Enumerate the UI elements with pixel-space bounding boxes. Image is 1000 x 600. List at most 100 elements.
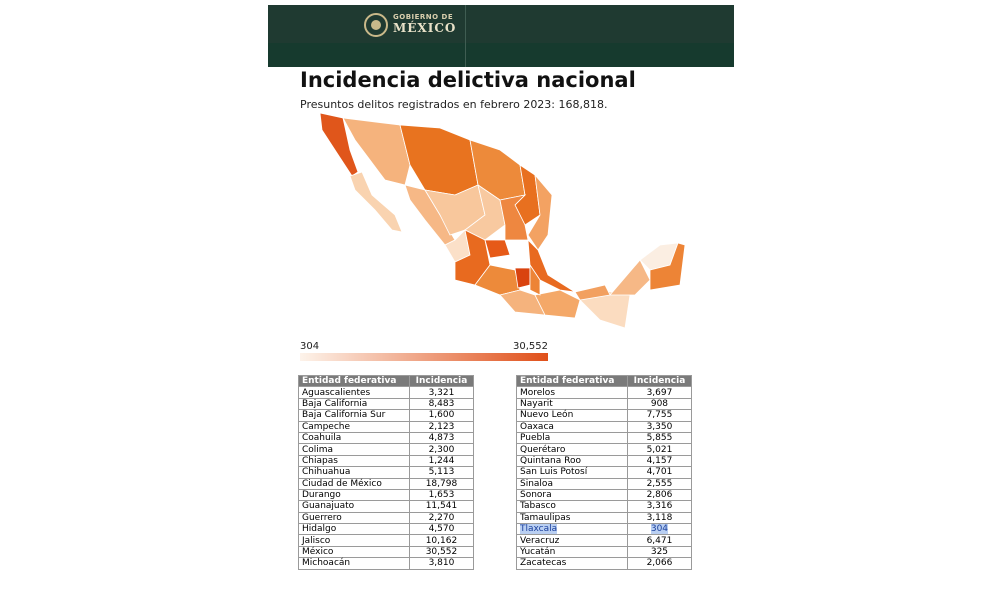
incidence-value: 2,270 bbox=[428, 512, 455, 523]
incidence-cell: 5,021 bbox=[626, 443, 693, 456]
state-name: Baja California Sur bbox=[302, 410, 386, 421]
incidence-cell: 908 bbox=[626, 397, 693, 411]
header: GOBIERNO DE MÉXICO bbox=[268, 5, 734, 67]
table-row: Oaxaca 3,350 bbox=[516, 420, 693, 433]
incidence-value: 11,541 bbox=[425, 501, 458, 512]
state-cell: Nayarit bbox=[516, 397, 628, 411]
state-cell: Sinaloa bbox=[516, 477, 628, 490]
state-name: Hidalgo bbox=[302, 524, 337, 535]
incidence-cell: 1,653 bbox=[408, 488, 475, 502]
state-name: Tabasco bbox=[520, 501, 556, 512]
state-name: Tamaulipas bbox=[520, 512, 571, 523]
state-name: Durango bbox=[302, 490, 341, 501]
table-row: Chiapas 1,244 bbox=[298, 454, 475, 468]
table-row: Tlaxcala 304 bbox=[516, 523, 693, 536]
table-row: Baja California Sur 1,600 bbox=[298, 409, 475, 422]
table-row: Sonora 2,806 bbox=[516, 488, 693, 502]
incidence-value: 1,653 bbox=[428, 490, 455, 501]
column-header: Entidad federativa bbox=[298, 374, 410, 388]
map bbox=[319, 112, 686, 329]
logo-line1: GOBIERNO DE bbox=[393, 13, 454, 21]
state-name: Baja California bbox=[302, 398, 368, 409]
state-cell: Michoacán bbox=[298, 557, 410, 570]
state-name: Coahuila bbox=[302, 433, 342, 444]
incidence-value: 5,113 bbox=[428, 467, 455, 478]
table-row: Nuevo León 7,755 bbox=[516, 409, 693, 422]
incidence-value: 2,123 bbox=[428, 421, 455, 432]
table-row: Guanajuato 11,541 bbox=[298, 500, 475, 513]
incidence-cell: 3,321 bbox=[408, 386, 475, 399]
table-row: Zacatecas 2,066 bbox=[516, 557, 693, 570]
table-row: Tamaulipas 3,118 bbox=[516, 511, 693, 525]
state-cell: Nuevo León bbox=[516, 409, 628, 422]
state-cell: Jalisco bbox=[298, 534, 410, 547]
state-cell: Quintana Roo bbox=[516, 454, 628, 468]
incidence-cell: 2,806 bbox=[626, 488, 693, 502]
incidence-cell: 11,541 bbox=[408, 500, 475, 513]
incidence-cell: 4,570 bbox=[408, 523, 475, 536]
state-cell: Morelos bbox=[516, 386, 628, 399]
incidence-value: 1,600 bbox=[428, 410, 455, 421]
incidence-value: 4,873 bbox=[428, 433, 455, 444]
column-header: Incidencia bbox=[626, 374, 693, 388]
state-name: Oaxaca bbox=[520, 421, 554, 432]
table-row: Ciudad de México 18,798 bbox=[298, 477, 475, 490]
incidence-value: 5,855 bbox=[646, 433, 673, 444]
incidence-value: 2,300 bbox=[428, 444, 455, 455]
table-row: Guerrero 2,270 bbox=[298, 511, 475, 525]
table-row: Tabasco 3,316 bbox=[516, 500, 693, 513]
state-name: Chihuahua bbox=[302, 467, 351, 478]
logo-line2: MÉXICO bbox=[393, 21, 457, 35]
state-name: Campeche bbox=[302, 421, 351, 432]
incidence-cell: 5,855 bbox=[626, 431, 693, 445]
state-cell: Aguascalientes bbox=[298, 386, 410, 399]
logo-emblem bbox=[364, 13, 388, 37]
incidence-value: 4,157 bbox=[646, 455, 673, 466]
state-name: Querétaro bbox=[520, 444, 566, 455]
incidence-cell: 2,555 bbox=[626, 477, 693, 490]
state-cell: Hidalgo bbox=[298, 523, 410, 536]
state-cell: Tamaulipas bbox=[516, 511, 628, 525]
state-name: Aguascalientes bbox=[302, 387, 371, 398]
incidence-cell: 2,123 bbox=[408, 420, 475, 433]
incidence-cell: 325 bbox=[626, 545, 693, 559]
state-name: Puebla bbox=[520, 433, 551, 444]
state-cell: Chiapas bbox=[298, 454, 410, 468]
state-cell: México bbox=[298, 545, 410, 559]
incidence-cell: 3,350 bbox=[626, 420, 693, 433]
incidence-cell: 4,157 bbox=[626, 454, 693, 468]
header-row: Entidad federativa Incidencia bbox=[298, 374, 475, 388]
column-header: Entidad federativa bbox=[516, 374, 628, 388]
incidence-cell: 4,873 bbox=[408, 431, 475, 445]
incidence-cell: 3,118 bbox=[626, 511, 693, 525]
incidence-value: 3,350 bbox=[646, 421, 673, 432]
state-name: Chiapas bbox=[302, 455, 338, 466]
state-cell: Guerrero bbox=[298, 511, 410, 525]
state-cell: San Luis Potosí bbox=[516, 466, 628, 479]
incidence-value: 3,321 bbox=[428, 387, 455, 398]
incidence-cell: 7,755 bbox=[626, 409, 693, 422]
table-row: Yucatán 325 bbox=[516, 545, 693, 559]
state-name: Morelos bbox=[520, 387, 556, 398]
state-cell: Yucatán bbox=[516, 545, 628, 559]
incidence-cell: 18,798 bbox=[408, 477, 475, 490]
state-name: Quintana Roo bbox=[520, 455, 581, 466]
title: Incidencia delictiva nacional bbox=[300, 68, 636, 92]
legend-min: 304 bbox=[300, 341, 319, 352]
state-name: Nuevo León bbox=[520, 410, 574, 421]
incidence-value: 4,570 bbox=[428, 524, 455, 535]
subtitle: Presuntos delitos registrados en febrero… bbox=[300, 98, 608, 111]
table-row: Querétaro 5,021 bbox=[516, 443, 693, 456]
table-row: Nayarit 908 bbox=[516, 397, 693, 411]
incidence-value: 10,162 bbox=[425, 535, 458, 546]
incidence-value: 8,483 bbox=[428, 398, 455, 409]
incidence-value: 2,806 bbox=[646, 490, 673, 501]
incidence-value: 4,701 bbox=[646, 467, 673, 478]
table-row: Sinaloa 2,555 bbox=[516, 477, 693, 490]
incidence-cell: 2,270 bbox=[408, 511, 475, 525]
divider bbox=[465, 5, 466, 67]
incidence-cell: 5,113 bbox=[408, 466, 475, 479]
header-row: Entidad federativa Incidencia bbox=[516, 374, 693, 388]
table-row: México 30,552 bbox=[298, 545, 475, 559]
state-cell: Ciudad de México bbox=[298, 477, 410, 490]
